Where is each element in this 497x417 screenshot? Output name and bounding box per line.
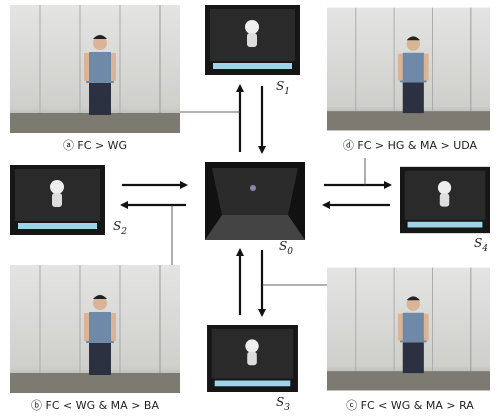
- state-sub: 1: [284, 87, 290, 97]
- state-label: S4: [474, 236, 488, 254]
- caption: ⓐ FC > WG: [63, 139, 127, 152]
- state-label: S0: [279, 239, 293, 257]
- screen-s1: [205, 5, 300, 75]
- state-sub: 2: [120, 227, 127, 237]
- state-symbol: S: [474, 236, 482, 250]
- state-symbol: S: [276, 395, 284, 409]
- state-sub: 0: [287, 247, 293, 257]
- state-label: S3: [276, 395, 290, 413]
- screen-s2: [10, 165, 105, 235]
- state-symbol: S: [113, 219, 121, 233]
- screen-s0: [205, 162, 305, 240]
- photo-b: [10, 265, 180, 393]
- caption: ⓑ FC < WG & MA > BA: [31, 399, 159, 412]
- photo-a: [10, 5, 180, 133]
- diagram: ⓐ FC > WG ⓓ FC > HG & MA > UDA ⓑ FC < WG…: [0, 0, 497, 417]
- state-label: S1: [276, 79, 290, 97]
- state-symbol: S: [276, 79, 284, 93]
- state-sub: 4: [481, 244, 488, 254]
- state-label: S2: [113, 219, 127, 237]
- caption: ⓒ FC < WG & MA > RA: [346, 399, 474, 412]
- photo-c: [327, 268, 490, 391]
- state-symbol: S: [279, 239, 287, 253]
- screen-s3: [207, 325, 298, 392]
- photo-d: [327, 8, 490, 131]
- screen-s4: [400, 167, 490, 233]
- state-sub: 3: [284, 403, 290, 413]
- caption: ⓓ FC > HG & MA > UDA: [343, 139, 478, 152]
